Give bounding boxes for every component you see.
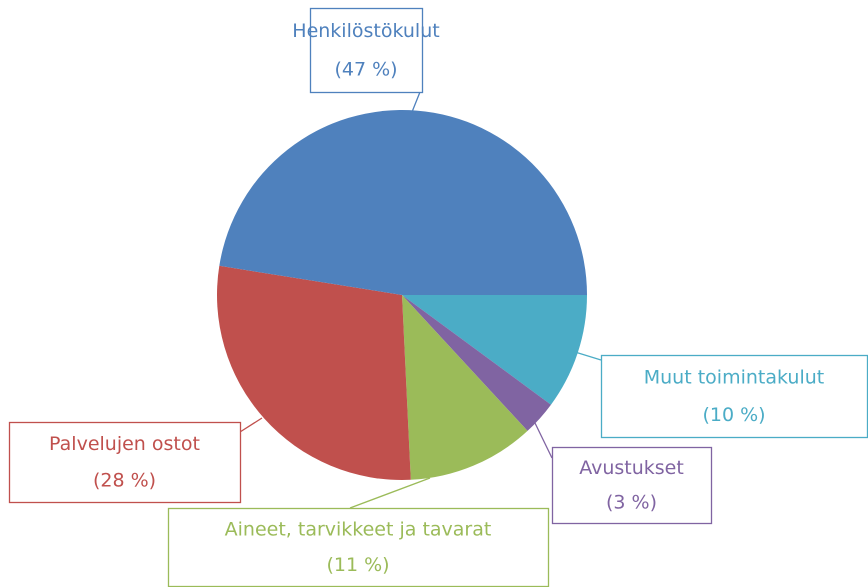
leader-line — [239, 417, 263, 433]
value-label: (11 %) — [326, 554, 389, 576]
category-label: Palvelujen ostot — [49, 433, 200, 455]
leader-line — [574, 351, 602, 361]
category-label: Henkilöstökulut — [292, 20, 439, 42]
pie-slice — [219, 109, 588, 296]
category-label: Muut toimintakulut — [644, 366, 824, 388]
leader-line — [411, 91, 421, 113]
value-label: (3 %) — [606, 492, 657, 514]
leader-line — [349, 477, 431, 509]
value-label: (47 %) — [334, 59, 397, 81]
label-box — [167, 507, 550, 587]
value-label: (28 %) — [93, 470, 156, 492]
pie-slice — [402, 295, 551, 431]
label-box — [600, 354, 868, 439]
label-box — [8, 421, 242, 504]
pie-slice — [216, 265, 411, 480]
label-box — [309, 7, 424, 94]
label-box — [551, 446, 713, 525]
leader-line — [534, 422, 553, 459]
category-label: Aineet, tarvikkeet ja tavarat — [225, 518, 492, 540]
pie-slice — [402, 295, 587, 405]
pie-slice — [402, 295, 528, 480]
value-label: (10 %) — [702, 404, 765, 426]
category-label: Avustukset — [579, 457, 684, 479]
